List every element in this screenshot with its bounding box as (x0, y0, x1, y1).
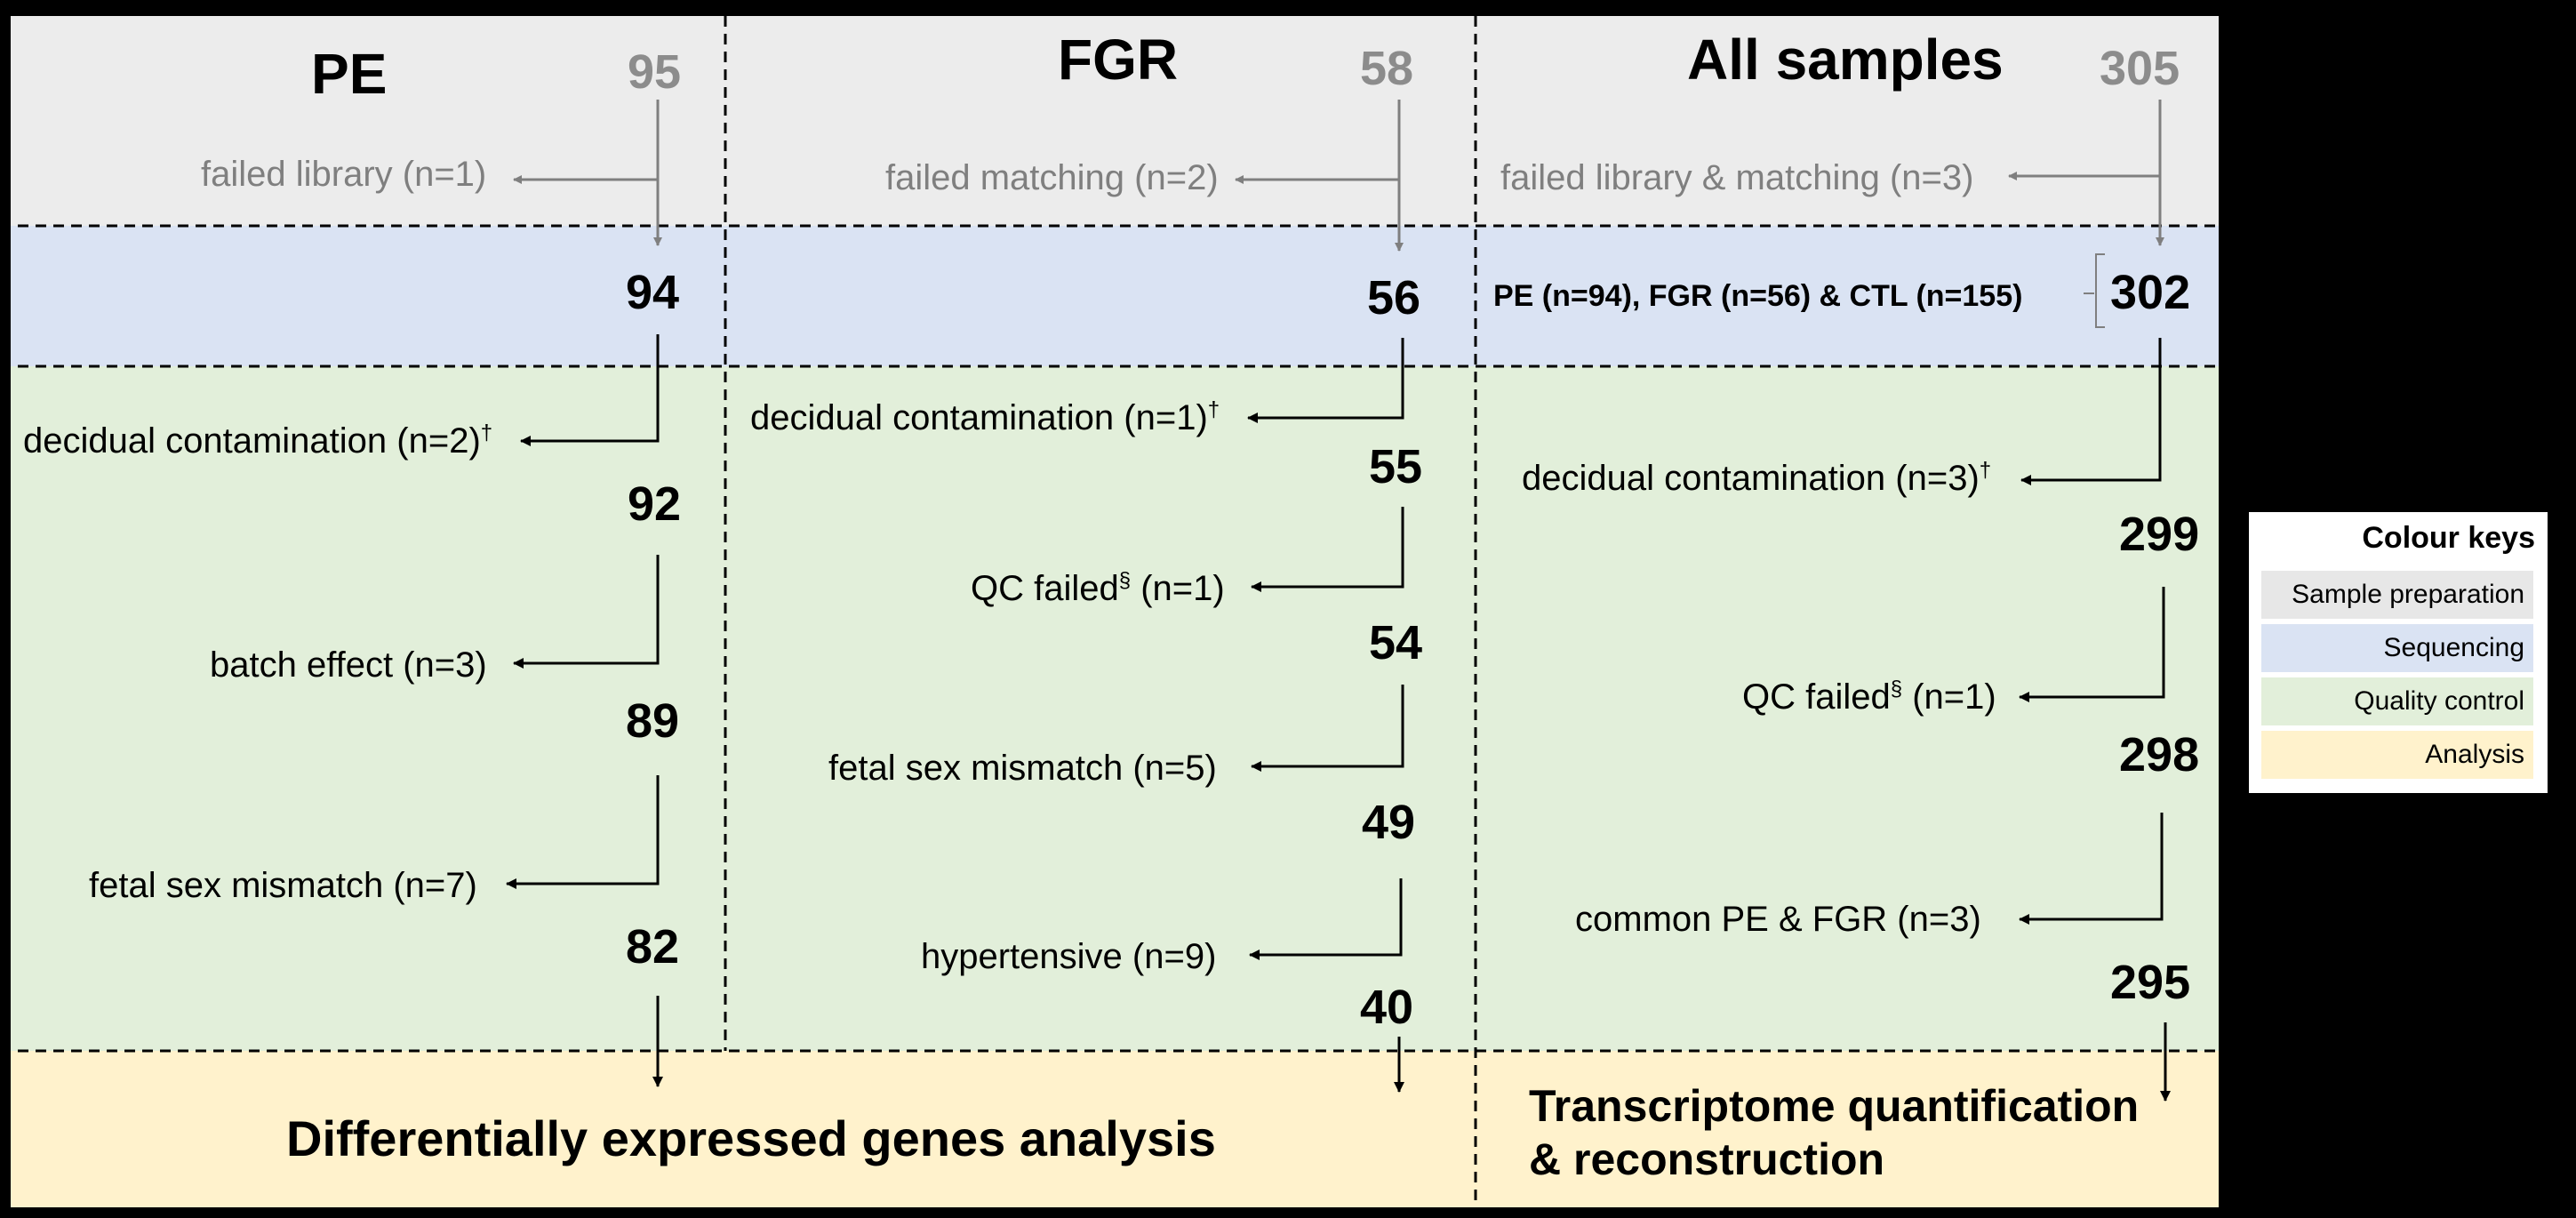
fgr-qc-exclusion-2: QC failed§ (n=1) (971, 568, 1225, 608)
legend-item-quality-control: Quality control (2261, 677, 2533, 725)
pe-excluded-library: failed library (n=1) (201, 155, 487, 194)
fgr-column-title: FGR (1058, 28, 1179, 92)
band-sequencing (11, 226, 2219, 366)
pe-qc-exclusion-1: decidual contamination (n=2)† (23, 421, 493, 461)
pe-qc-count-3: 82 (626, 920, 680, 974)
all-qc-exclusion-2: QC failed§ (n=1) (1742, 677, 1996, 717)
fgr-initial-count: 58 (1360, 42, 1414, 95)
all-excluded-library-matching: failed library & matching (n=3) (1500, 158, 1974, 197)
pe-initial-count: 95 (628, 45, 682, 99)
pe-sequenced-count: 94 (626, 266, 680, 319)
legend-item-analysis: Analysis (2261, 731, 2533, 779)
band-analysis (11, 1051, 2219, 1207)
analysis-transcriptome-line-2: & reconstruction (1529, 1134, 1885, 1184)
fgr-qc-count-3: 49 (1362, 796, 1416, 849)
all-qc-exclusion-1: decidual contamination (n=3)† (1522, 458, 1992, 498)
pe-column-title: PE (311, 42, 388, 106)
fgr-qc-exclusion-1: decidual contamination (n=1)† (750, 397, 1220, 437)
legend-item-sequencing: Sequencing (2261, 624, 2533, 672)
fgr-sequenced-count: 56 (1367, 271, 1421, 325)
fgr-qc-exclusion-3: fetal sex mismatch (n=5) (828, 749, 1217, 788)
pe-qc-exclusion-2: batch effect (n=3) (210, 645, 487, 685)
fgr-excluded-matching: failed matching (n=2) (885, 158, 1219, 197)
row-dividers (0, 224, 2220, 1053)
all-qc-count-2: 298 (2119, 728, 2200, 781)
fgr-qc-count-1: 55 (1369, 440, 1423, 493)
legend-item-sample-preparation: Sample preparation (2261, 571, 2533, 619)
all-sequenced-count: 302 (2110, 266, 2191, 319)
fgr-qc-count-2: 54 (1369, 616, 1423, 669)
all-qc-exclusion-3: common PE & FGR (n=3) (1575, 900, 1981, 939)
band-sample-preparation (11, 16, 2219, 226)
colour-key-legend: Colour keys Sample preparation Sequencin… (2249, 512, 2548, 793)
fgr-qc-count-4: 40 (1360, 981, 1414, 1034)
pe-qc-exclusion-3: fetal sex mismatch (n=7) (89, 866, 477, 905)
all-qc-count-3: 295 (2110, 956, 2191, 1009)
all-initial-count: 305 (2100, 42, 2180, 95)
legend-title: Colour keys (2362, 521, 2535, 555)
all-sequenced-breakdown: PE (n=94), FGR (n=56) & CTL (n=155) (1493, 279, 2023, 313)
analysis-transcriptome-line-1: Transcriptome quantification (1529, 1081, 2140, 1131)
pe-qc-count-2: 89 (626, 694, 680, 748)
all-column-title: All samples (1687, 28, 2004, 92)
all-qc-count-1: 299 (2119, 508, 2200, 561)
analysis-deg-label: Differentially expressed genes analysis (286, 1110, 1216, 1166)
fgr-qc-exclusion-4: hypertensive (n=9) (921, 937, 1217, 976)
pe-qc-count-1: 92 (628, 477, 682, 531)
band-quality-control (11, 366, 2219, 1051)
column-dividers (724, 16, 1477, 1207)
